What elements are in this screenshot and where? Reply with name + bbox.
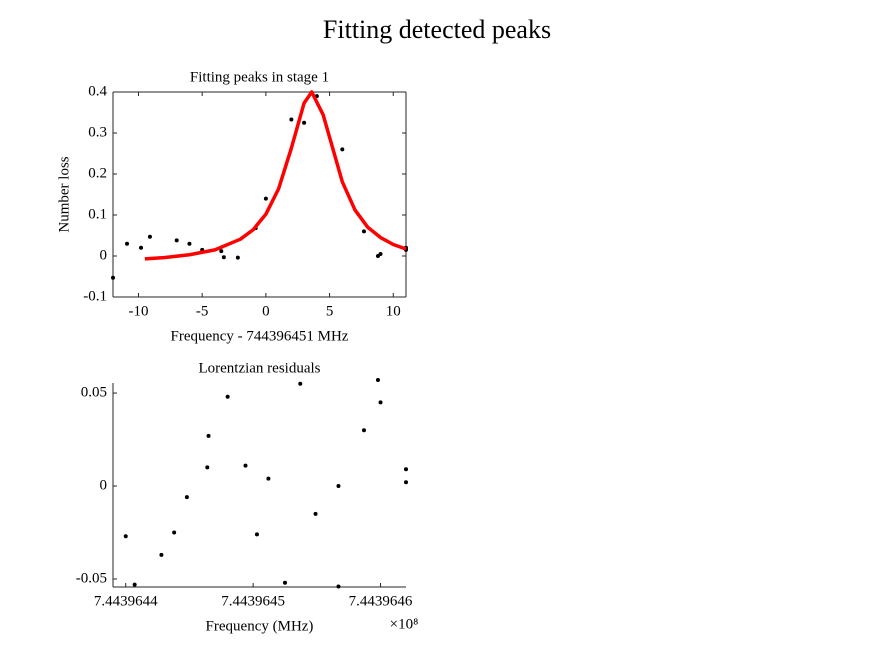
data-point (404, 467, 408, 472)
x-tick-label: -5 (196, 303, 209, 319)
y-tick-label: 0.05 (81, 384, 107, 400)
data-point (235, 255, 240, 260)
data-point (313, 511, 318, 516)
data-point (111, 275, 115, 280)
y-axis-label: Number loss (56, 156, 72, 232)
data-point (378, 251, 383, 256)
data-point (206, 433, 211, 438)
data-point (263, 196, 268, 201)
x-tick-label: 7.4439645 (221, 593, 285, 609)
data-point (282, 580, 287, 585)
data-point (225, 394, 230, 399)
x-tick-label: 7.4439646 (349, 593, 413, 609)
y-tick-label: -0.05 (76, 570, 107, 586)
data-point (172, 530, 177, 535)
y-tick-label: 0.1 (88, 206, 107, 222)
data-point (184, 495, 189, 500)
data-point (159, 552, 164, 557)
data-point (205, 465, 210, 470)
data-point (243, 463, 248, 468)
axes-title: Fitting peaks in stage 1 (190, 69, 329, 85)
data-point (340, 147, 345, 152)
data-point (147, 234, 152, 239)
y-tick-label: 0.3 (88, 124, 107, 140)
data-point (336, 584, 341, 589)
data-point (336, 484, 341, 489)
axes-title: Lorentzian residuals (198, 360, 320, 376)
x-tick-label: 10 (386, 303, 401, 319)
data-point (361, 229, 366, 234)
data-point (187, 241, 192, 246)
data-point (375, 378, 380, 383)
y-tick-label: -0.1 (83, 288, 107, 304)
y-tick-label: 0 (100, 477, 108, 493)
data-point (132, 582, 137, 587)
y-tick-label: 0.4 (88, 83, 107, 99)
data-point (404, 480, 408, 485)
y-tick-label: 0 (100, 247, 108, 263)
y-tick-label: 0.2 (88, 165, 107, 181)
data-point (221, 255, 226, 260)
data-point (254, 532, 259, 537)
figure-title: Fitting detected peaks (323, 15, 551, 44)
x-multiplier: ×10⁸ (390, 616, 419, 632)
data-point (219, 249, 224, 254)
data-point (125, 241, 130, 246)
data-point (289, 117, 294, 122)
data-point (266, 476, 271, 481)
data-point (139, 245, 144, 250)
x-tick-label: 7.4439644 (94, 593, 158, 609)
data-point (174, 238, 179, 243)
x-axis-label: Frequency - 744396451 MHz (171, 328, 349, 344)
data-point (298, 381, 303, 386)
fit-line (144, 90, 407, 261)
data-point (361, 428, 366, 433)
data-point (302, 120, 307, 125)
x-axis-label: Frequency (MHz) (206, 618, 314, 634)
data-point (123, 534, 128, 539)
data-point (378, 400, 383, 405)
x-tick-label: -10 (128, 303, 148, 319)
x-tick-label: 5 (326, 303, 334, 319)
x-tick-label: 0 (262, 303, 270, 319)
